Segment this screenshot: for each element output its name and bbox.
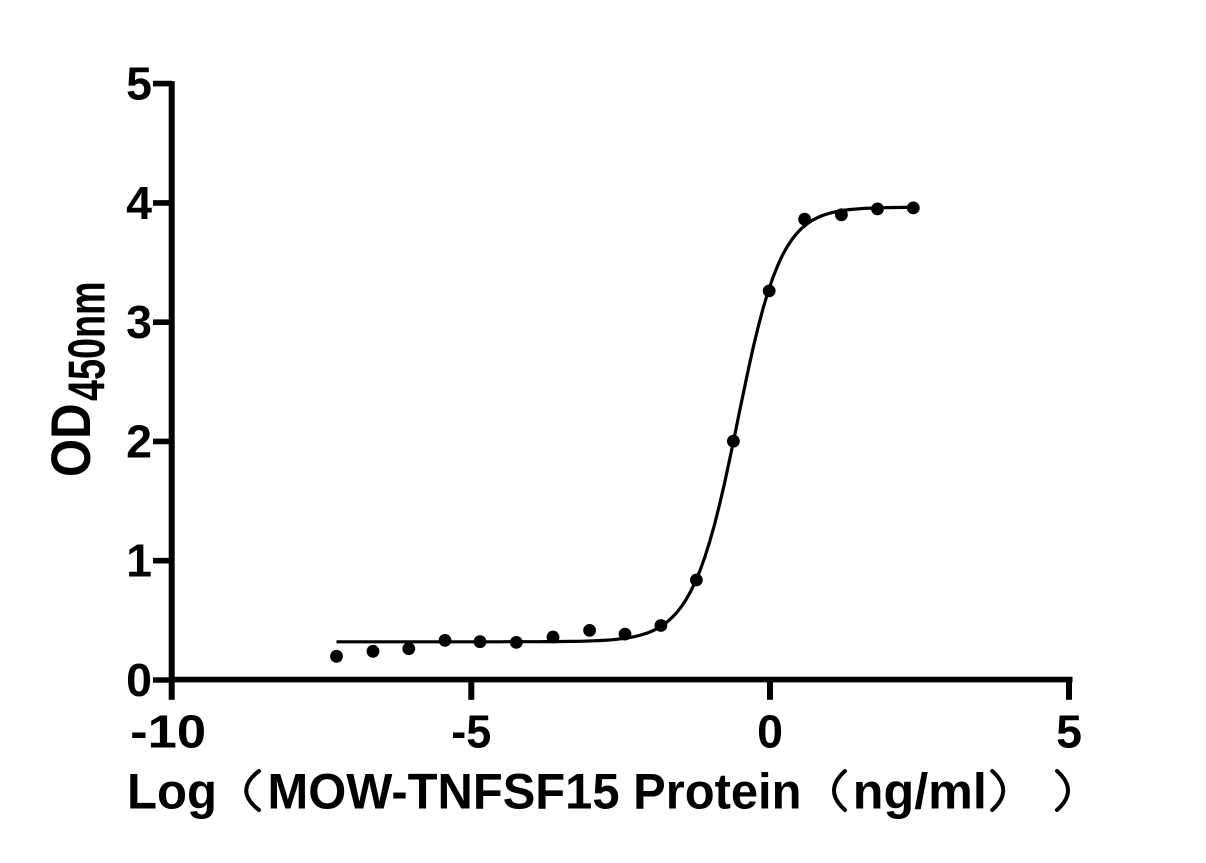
svg-text:5: 5 bbox=[1056, 706, 1082, 758]
svg-text:-10: -10 bbox=[130, 706, 206, 758]
svg-text:0: 0 bbox=[757, 706, 783, 758]
svg-text:450nm: 450nm bbox=[58, 281, 116, 401]
svg-text:ng/ml: ng/ml bbox=[853, 764, 987, 820]
svg-text:Log: Log bbox=[127, 764, 217, 820]
svg-text:MOW-TNFSF15 Protein: MOW-TNFSF15 Protein bbox=[268, 764, 802, 820]
svg-text:4: 4 bbox=[126, 177, 152, 229]
svg-text:0: 0 bbox=[126, 654, 152, 706]
svg-text:-5: -5 bbox=[451, 706, 491, 758]
svg-text:5: 5 bbox=[126, 58, 152, 110]
svg-text:1: 1 bbox=[126, 535, 152, 587]
svg-text:2: 2 bbox=[126, 415, 152, 467]
svg-text:3: 3 bbox=[126, 296, 152, 348]
svg-text:OD: OD bbox=[40, 404, 103, 477]
